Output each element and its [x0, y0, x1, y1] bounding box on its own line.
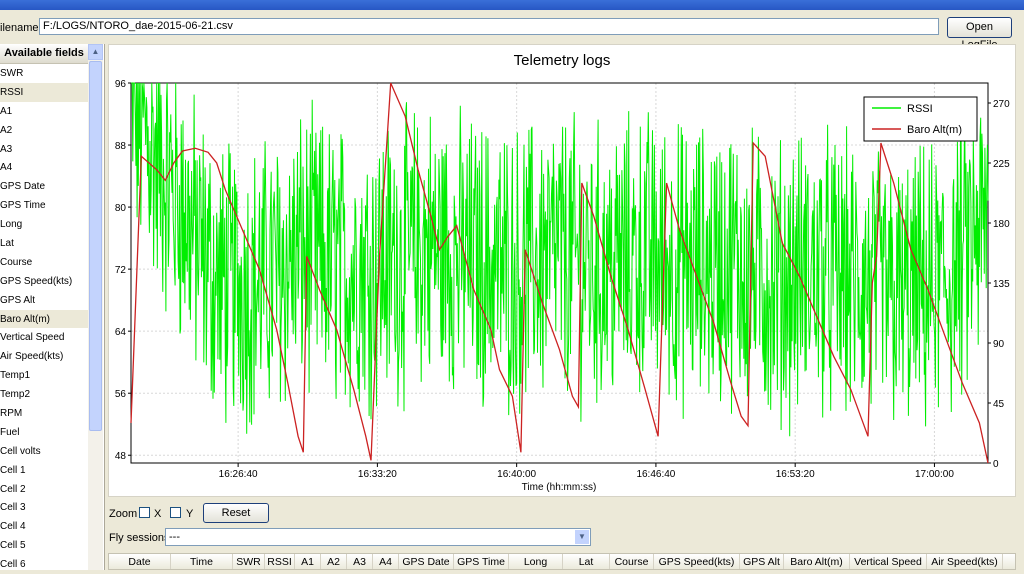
column-header[interactable]: RSSI: [265, 554, 295, 569]
x-tick-label: 17:00:00: [915, 469, 954, 480]
field-item[interactable]: Temp2: [0, 389, 31, 401]
y-left-tick-label: 80: [115, 203, 127, 214]
field-item[interactable]: Vertical Speed: [0, 332, 65, 344]
y-left-tick-label: 72: [115, 265, 127, 276]
field-item[interactable]: A2: [0, 124, 13, 136]
rssi-series-line: [131, 82, 989, 437]
column-header[interactable]: Course: [610, 554, 654, 569]
fields-list: SWR RSSI A1 A2 A3 A4 GPS Date GPS Time Long Lat Co…: [0, 64, 88, 574]
column-header[interactable]: Date: [109, 554, 171, 569]
column-header[interactable]: Vertical Speed: [850, 554, 927, 569]
fly-sessions-row: Fly sessions --- ▼: [108, 528, 608, 548]
legend-label-rssi: RSSI: [907, 103, 933, 115]
column-header[interactable]: GPS Speed(kts): [654, 554, 740, 569]
column-header[interactable]: Air Speed(kts): [927, 554, 1003, 569]
field-item[interactable]: A3: [0, 143, 13, 155]
field-item[interactable]: Cell 3: [0, 502, 26, 514]
y-right-tick-label: 225: [993, 159, 1010, 170]
open-logfile-button[interactable]: Open LogFile: [947, 17, 1012, 51]
y-right-tick-label: 90: [993, 339, 1005, 350]
column-header[interactable]: Lat: [563, 554, 610, 569]
field-item[interactable]: Temp1: [0, 370, 31, 382]
y-left-tick-label: 96: [115, 79, 127, 90]
field-item[interactable]: GPS Date: [0, 181, 46, 193]
field-item[interactable]: Lat: [0, 238, 14, 250]
field-item[interactable]: Cell 1: [0, 464, 26, 476]
y-left-tick-label: 56: [115, 389, 127, 400]
x-tick-label: 16:53:20: [776, 469, 815, 480]
y-right-tick-label: 270: [993, 99, 1010, 110]
column-header[interactable]: Time: [171, 554, 233, 569]
field-item[interactable]: Air Speed(kts): [0, 351, 64, 363]
plot-frame: [130, 82, 989, 464]
column-header[interactable]: A1: [295, 554, 321, 569]
y-left-tick-label: 64: [115, 327, 127, 338]
field-item[interactable]: Baro Alt(m): [0, 309, 88, 329]
field-item[interactable]: SWR: [0, 68, 24, 79]
x-tick-label: 16:33:20: [358, 469, 397, 480]
field-item[interactable]: Course: [0, 256, 33, 268]
window-titlebar: [0, 0, 1024, 10]
data-table-header: Date Time SWR RSSI A1 A2 A3 A4 GPS Date GPS Time L…: [108, 553, 1016, 570]
field-item[interactable]: Long: [0, 219, 23, 231]
field-item[interactable]: Cell volts: [0, 445, 41, 457]
chart-legend: [863, 96, 978, 142]
field-item[interactable]: A1: [0, 105, 13, 117]
field-item[interactable]: Cell 5: [0, 540, 26, 552]
zoom-x-checkbox[interactable]: [139, 507, 150, 518]
reset-button[interactable]: Reset: [203, 503, 269, 523]
y-right-tick-label: 180: [993, 219, 1010, 230]
filename-label: ilename: [0, 22, 39, 34]
y-left-tick-label: 88: [115, 141, 127, 152]
zoom-y-label: Y: [186, 508, 194, 520]
zoom-y-checkbox[interactable]: [170, 507, 181, 518]
column-header[interactable]: Long: [509, 554, 563, 569]
field-item[interactable]: Cell 4: [0, 521, 26, 533]
fly-sessions-select[interactable]: --- ▼: [165, 528, 591, 546]
chart-title: Telemetry logs: [514, 52, 611, 69]
legend-label-baro: Baro Alt(m): [907, 124, 962, 136]
column-header[interactable]: GPS Time: [454, 554, 509, 569]
scroll-up-icon[interactable]: ▲: [88, 44, 103, 60]
sidebar-scrollbar[interactable]: ▲: [88, 44, 103, 570]
file-row: ilename F:/LOGS/NTORO_dae-2015-06-21.csv…: [0, 16, 1024, 51]
y-right-tick-label: 45: [993, 399, 1005, 410]
y-left-tick-label: 48: [115, 451, 127, 462]
zoom-x-label: X: [154, 508, 162, 520]
column-header[interactable]: Baro Alt(m): [784, 554, 850, 569]
fields-header: Available fields: [0, 44, 88, 64]
fly-sessions-label: Fly sessions: [109, 532, 170, 544]
telemetry-chart: Telemetry logs 16:26:40 16:33:20 16:40:00 16…: [108, 44, 1016, 497]
fields-sidebar: Available fields SWR RSSI A1 A2 A3 A4 GPS Date…: [0, 44, 105, 570]
column-header[interactable]: SWR: [233, 554, 265, 569]
field-item[interactable]: Cell 6: [0, 559, 26, 571]
field-item[interactable]: Cell 2: [0, 483, 26, 495]
fly-sessions-value: ---: [169, 531, 180, 543]
x-axis-label: Time (hh:mm:ss): [522, 482, 597, 493]
column-header[interactable]: A3: [347, 554, 373, 569]
field-item[interactable]: RPM: [0, 408, 23, 420]
field-item[interactable]: Fuel: [0, 426, 20, 438]
field-item[interactable]: GPS Speed(kts): [0, 275, 73, 287]
y-right-tick-label: 0: [993, 459, 999, 470]
x-tick-label: 16:26:40: [219, 469, 258, 480]
filename-input[interactable]: F:/LOGS/NTORO_dae-2015-06-21.csv: [39, 18, 939, 35]
x-tick-label: 16:46:40: [636, 469, 675, 480]
chart-svg: Telemetry logs 16:26:40 16:33:20 16:40:00 16…: [115, 52, 1010, 493]
x-tick-label: 16:40:00: [497, 469, 536, 480]
field-item[interactable]: GPS Time: [0, 200, 46, 212]
field-item[interactable]: GPS Alt: [0, 294, 36, 306]
baro-series-line: [130, 82, 989, 464]
y-right-tick-label: 135: [993, 279, 1010, 290]
chevron-down-icon[interactable]: ▼: [575, 530, 589, 544]
field-item[interactable]: RSSI: [0, 82, 88, 102]
column-header[interactable]: A4: [373, 554, 399, 569]
scroll-thumb[interactable]: [89, 61, 102, 431]
zoom-label: Zoom: [109, 508, 138, 520]
column-header[interactable]: A2: [321, 554, 347, 569]
column-header[interactable]: GPS Date: [399, 554, 454, 569]
zoom-row: Zoom X Y Reset: [108, 503, 608, 525]
field-item[interactable]: A4: [0, 162, 13, 174]
column-header[interactable]: GPS Alt: [740, 554, 784, 569]
